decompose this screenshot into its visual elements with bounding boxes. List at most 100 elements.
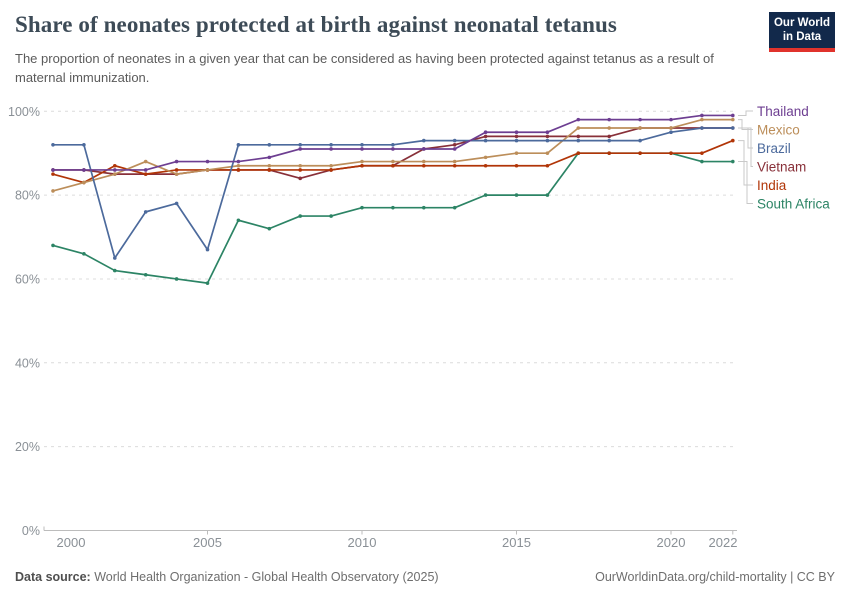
data-point: [205, 168, 210, 172]
data-point: [82, 180, 86, 185]
data-point: [329, 214, 333, 218]
data-point: [422, 138, 426, 143]
data-point: [422, 147, 426, 151]
data-point: [514, 138, 519, 143]
data-point: [607, 126, 611, 130]
data-point: [205, 159, 210, 164]
data-point: [607, 134, 611, 139]
data-point: [298, 163, 303, 168]
data-point: [391, 159, 395, 164]
data-point: [360, 147, 364, 151]
data-point: [483, 134, 488, 139]
data-point: [298, 168, 303, 172]
data-point: [638, 117, 642, 122]
data-point: [82, 142, 86, 147]
data-point: [391, 163, 395, 168]
owid-logo: Our World in Data: [769, 12, 835, 52]
data-point: [607, 117, 611, 122]
y-axis-label: 60%: [15, 272, 40, 286]
data-point: [576, 117, 581, 122]
data-point: [731, 159, 735, 164]
data-point: [391, 142, 395, 147]
data-point: [669, 126, 673, 130]
data-point: [174, 168, 179, 172]
data-point: [143, 210, 148, 214]
data-point: [236, 163, 241, 168]
legend-connector: [738, 161, 753, 204]
data-point: [82, 251, 86, 256]
data-source-text: World Health Organization - Global Healt…: [90, 570, 439, 584]
data-point: [545, 130, 550, 135]
legend-label-brazil[interactable]: Brazil: [757, 141, 791, 156]
attribution-link[interactable]: OurWorldinData.org/child-mortality | CC …: [595, 570, 835, 584]
legend-label-india[interactable]: India: [757, 178, 787, 193]
data-point: [669, 130, 673, 135]
data-point: [174, 159, 179, 164]
data-point: [143, 272, 148, 277]
data-point: [267, 226, 272, 231]
data-point: [700, 113, 704, 118]
data-point: [51, 243, 55, 248]
data-point: [360, 163, 364, 168]
data-point: [267, 168, 272, 172]
data-point: [298, 176, 303, 181]
legend-label-vietnam[interactable]: Vietnam: [757, 159, 806, 174]
data-point: [113, 256, 117, 260]
data-point: [483, 155, 488, 160]
page-title: Share of neonates protected at birth aga…: [15, 12, 617, 37]
data-point: [483, 138, 488, 143]
data-point: [731, 138, 735, 143]
chart-footer: Data source: World Health Organization -…: [15, 570, 835, 584]
data-source-label: Data source:: [15, 570, 91, 584]
data-point: [669, 151, 673, 155]
data-point: [700, 151, 704, 155]
y-axis-label: 0%: [22, 524, 40, 538]
legend-label-thailand[interactable]: Thailand: [757, 104, 809, 119]
data-point: [452, 147, 457, 151]
data-point: [731, 126, 735, 130]
data-point: [700, 126, 704, 130]
y-axis-label: 80%: [15, 189, 40, 203]
data-point: [205, 247, 210, 252]
data-source: Data source: World Health Organization -…: [15, 570, 439, 584]
data-point: [731, 113, 735, 118]
data-point: [545, 134, 550, 139]
legend-connector: [738, 110, 753, 116]
legend-connector: [738, 127, 753, 167]
x-axis-label: 2022: [709, 535, 738, 550]
data-point: [669, 117, 673, 122]
y-axis-label: 40%: [15, 356, 40, 370]
data-point: [236, 142, 241, 147]
data-point: [607, 151, 611, 155]
data-point: [360, 142, 364, 147]
data-point: [576, 134, 581, 139]
data-point: [329, 163, 333, 168]
x-axis-label: 2000: [57, 535, 86, 550]
data-point: [174, 172, 179, 176]
data-point: [452, 159, 457, 164]
y-axis-label: 20%: [15, 440, 40, 454]
data-point: [545, 138, 550, 143]
data-point: [576, 138, 581, 143]
data-point: [545, 151, 550, 155]
legend-label-mexico[interactable]: Mexico: [757, 122, 800, 137]
data-point: [576, 151, 581, 155]
x-axis-label: 2020: [657, 535, 686, 550]
data-point: [452, 142, 457, 147]
data-point: [422, 159, 426, 164]
data-point: [576, 126, 581, 130]
data-point: [329, 168, 333, 172]
legend-label-south-africa[interactable]: South Africa: [757, 196, 830, 211]
data-point: [298, 214, 303, 218]
data-point: [267, 142, 272, 147]
data-point: [391, 147, 395, 151]
data-point: [174, 201, 179, 206]
data-point: [483, 193, 488, 197]
data-point: [51, 172, 55, 176]
data-point: [143, 172, 148, 176]
data-point: [236, 168, 241, 172]
data-point: [113, 168, 117, 172]
y-axis-label: 100%: [8, 105, 40, 119]
data-point: [545, 163, 550, 168]
